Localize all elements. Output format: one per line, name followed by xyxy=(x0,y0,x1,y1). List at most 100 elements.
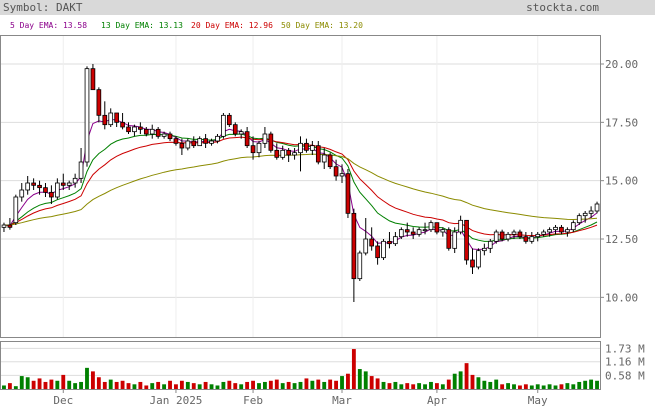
candle-body xyxy=(304,142,309,151)
volume-bar xyxy=(577,381,582,389)
candle-body xyxy=(565,229,570,233)
candles xyxy=(1,64,600,302)
candle-body xyxy=(1,224,7,228)
candle-body xyxy=(78,161,84,179)
candle-body xyxy=(280,149,286,158)
volume-bar xyxy=(55,380,60,389)
volume-bar xyxy=(523,384,528,389)
candle-body xyxy=(31,182,36,186)
symbol-label: Symbol: DAKT xyxy=(3,1,83,14)
candle-body xyxy=(499,231,505,240)
candle-body xyxy=(274,149,280,158)
volume-bar xyxy=(37,378,42,389)
volume-bar xyxy=(221,381,226,389)
candle-body xyxy=(523,236,529,242)
volume-bar xyxy=(185,381,190,389)
volume-bar xyxy=(174,384,178,389)
candle-body xyxy=(398,229,404,238)
candle-body xyxy=(464,219,469,261)
volume-bar xyxy=(399,384,404,389)
volume-bar xyxy=(233,383,238,389)
candle-body xyxy=(559,226,564,233)
volume-bar xyxy=(251,380,255,389)
volume-bar xyxy=(387,383,392,389)
volume-bar xyxy=(476,377,481,389)
candle-body xyxy=(375,245,380,259)
candle-body xyxy=(357,252,363,280)
candle-body xyxy=(327,154,333,168)
price-tick-label: 17.50 xyxy=(605,116,638,129)
volume-bar xyxy=(411,384,416,389)
candle-body xyxy=(470,259,475,268)
volume-bar xyxy=(286,381,291,389)
candle-body xyxy=(256,142,262,154)
candle-body xyxy=(90,68,96,91)
candle-body xyxy=(13,196,19,224)
candle-body xyxy=(387,240,392,245)
volume-bar xyxy=(381,381,386,389)
volume-bar xyxy=(310,380,315,389)
candle-body xyxy=(553,226,558,231)
candle-body xyxy=(588,210,594,214)
volume-tick-label: 1.16 M xyxy=(605,356,645,369)
candle-body xyxy=(487,240,493,249)
volume-bar xyxy=(512,384,516,389)
candle-body xyxy=(422,229,428,232)
candle-body xyxy=(576,215,582,224)
volume-bar xyxy=(417,383,422,389)
candle-body xyxy=(149,128,155,135)
header-bar xyxy=(0,0,655,15)
candle-body xyxy=(262,133,268,144)
volume-bar xyxy=(482,380,487,389)
date-tick-label: Apr xyxy=(427,394,447,406)
volume-bar xyxy=(280,383,285,389)
volume-bar xyxy=(96,377,101,389)
candle-body xyxy=(143,128,149,135)
volume-bar xyxy=(506,383,511,389)
volume-bar xyxy=(529,385,534,389)
candle-body xyxy=(209,140,214,144)
candle-body xyxy=(333,166,339,177)
volume-bar xyxy=(25,377,30,389)
volume-bar xyxy=(440,384,445,389)
candle-body xyxy=(529,236,535,242)
volume-bar xyxy=(168,380,172,389)
candle-body xyxy=(66,182,72,186)
candle-body xyxy=(179,142,185,149)
candle-body xyxy=(120,121,125,128)
candle-body xyxy=(197,138,203,147)
volume-tick-label: 1.73 M xyxy=(605,342,645,355)
candle-body xyxy=(60,182,66,186)
volume-bar xyxy=(470,374,475,389)
volume-bar xyxy=(375,378,380,389)
candle-body xyxy=(321,154,327,163)
volume-bar xyxy=(535,384,540,389)
site-label[interactable]: stockta.com xyxy=(526,1,599,14)
volume-bar xyxy=(464,363,469,389)
volume-bar xyxy=(90,371,95,389)
volume-bar xyxy=(19,376,24,389)
volume-bar xyxy=(268,380,273,389)
volume-bar xyxy=(565,383,570,389)
date-tick-label: Mar xyxy=(332,394,352,406)
candle-body xyxy=(72,177,78,184)
volume-bar xyxy=(518,385,522,389)
volume-bar xyxy=(322,381,327,389)
volume-bar xyxy=(67,380,72,389)
candle-body xyxy=(161,133,167,137)
volume-bar xyxy=(7,383,12,389)
volume-bar xyxy=(257,383,261,389)
ema-legend: 5 Day EMA: 13.58 13 Day EMA: 13.13 20 Da… xyxy=(10,21,363,30)
candle-body xyxy=(434,222,440,233)
volume-bar xyxy=(144,385,149,389)
volume-bar xyxy=(162,384,167,389)
volume-bar xyxy=(31,380,36,389)
volume-bar xyxy=(553,385,558,389)
volume-bar xyxy=(126,383,131,389)
candle-body xyxy=(221,114,226,137)
candle-body xyxy=(493,231,499,242)
candle-body xyxy=(215,135,220,142)
candle-body xyxy=(416,229,422,235)
volume-bar xyxy=(209,384,214,389)
date-tick-label: Dec xyxy=(53,394,73,406)
